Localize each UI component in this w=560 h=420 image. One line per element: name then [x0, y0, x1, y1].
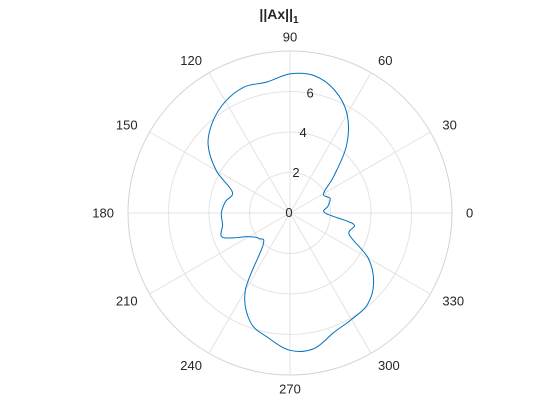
grid-spoke-150: [149, 131, 291, 214]
radial-tick-label-4: 4: [299, 125, 306, 140]
angle-tick-label-150: 150: [116, 118, 138, 133]
angle-tick-label-330: 330: [442, 294, 464, 309]
angle-tick-label-240: 240: [180, 358, 202, 373]
angle-tick-label-120: 120: [180, 53, 202, 68]
angle-tick-label-0: 0: [466, 206, 473, 221]
radial-tick-label-0: 0: [285, 205, 292, 220]
grid-spoke-300: [289, 212, 372, 354]
angle-tick-label-30: 30: [442, 118, 456, 133]
chart-title: ||Ax||1: [259, 6, 299, 26]
chart-title-subscript: 1: [293, 15, 299, 26]
radial-tick-label-6: 6: [306, 85, 313, 100]
chart-title-main: ||Ax||: [259, 6, 293, 22]
radial-tick-label-2: 2: [292, 165, 299, 180]
angle-tick-label-60: 60: [378, 53, 392, 68]
angle-tick-label-90: 90: [283, 30, 297, 45]
angle-tick-label-210: 210: [116, 294, 138, 309]
grid-spoke-60: [289, 72, 372, 214]
angle-tick-label-300: 300: [378, 358, 400, 373]
grid-spoke-120: [208, 72, 291, 214]
radial-tick-labels: 0 2 4 6: [285, 85, 313, 220]
grid-spoke-330: [289, 212, 431, 295]
grid-spoke-210: [149, 212, 291, 295]
angle-tick-label-270: 270: [279, 382, 301, 397]
series-layer: [207, 72, 375, 352]
angle-tick-label-180: 180: [92, 206, 114, 221]
grid-spoke-240: [208, 212, 291, 354]
series-line-0: [207, 72, 375, 352]
grid-spoke-30: [289, 131, 431, 214]
angular-grid: [128, 51, 452, 375]
